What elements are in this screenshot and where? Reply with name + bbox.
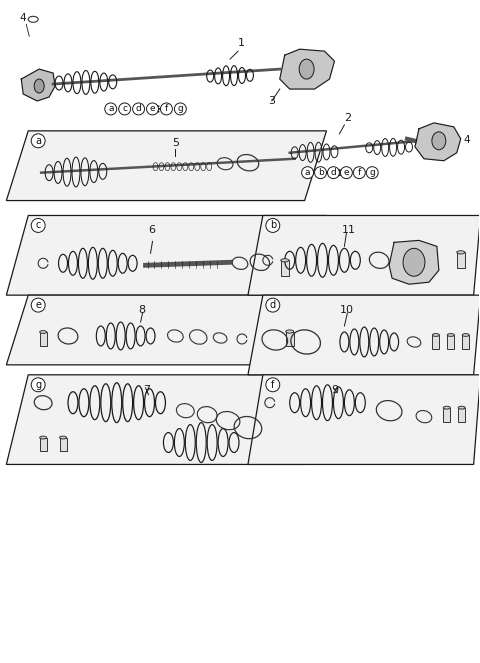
Ellipse shape (299, 59, 314, 79)
Circle shape (132, 103, 144, 115)
Bar (60, 438, 67, 452)
Text: 11: 11 (341, 225, 355, 235)
Text: g: g (35, 380, 41, 390)
Ellipse shape (34, 79, 44, 93)
Polygon shape (6, 375, 326, 465)
Text: f: f (358, 168, 361, 177)
Circle shape (105, 103, 117, 115)
Bar (40, 332, 47, 346)
Text: e: e (35, 300, 41, 310)
Polygon shape (6, 295, 326, 365)
Bar (40, 438, 47, 452)
Text: 2: 2 (344, 113, 351, 123)
Polygon shape (248, 215, 480, 295)
Circle shape (119, 103, 131, 115)
Ellipse shape (281, 259, 288, 262)
Polygon shape (6, 215, 326, 295)
Circle shape (314, 166, 326, 178)
Circle shape (160, 103, 172, 115)
Text: e: e (344, 168, 349, 177)
Bar (281, 261, 288, 276)
Ellipse shape (40, 331, 47, 333)
Polygon shape (6, 131, 326, 200)
Bar (447, 335, 454, 349)
Circle shape (340, 166, 352, 178)
Circle shape (31, 378, 45, 392)
Text: f: f (165, 105, 168, 113)
Text: g: g (369, 168, 375, 177)
Text: 6: 6 (148, 225, 156, 235)
Polygon shape (21, 69, 55, 101)
Text: 8: 8 (139, 305, 146, 315)
Circle shape (327, 166, 339, 178)
Polygon shape (415, 123, 461, 160)
Ellipse shape (444, 406, 450, 409)
Circle shape (31, 134, 45, 148)
Text: 9: 9 (332, 385, 338, 394)
Bar (444, 408, 450, 422)
Text: g: g (178, 105, 183, 113)
Circle shape (366, 166, 378, 178)
Ellipse shape (447, 333, 454, 336)
Ellipse shape (60, 436, 67, 439)
Circle shape (31, 298, 45, 312)
Text: e: e (150, 105, 156, 113)
Text: c: c (122, 105, 127, 113)
Ellipse shape (432, 132, 446, 150)
Text: a: a (108, 105, 113, 113)
Text: 3: 3 (268, 96, 275, 106)
Text: d: d (270, 300, 276, 310)
Polygon shape (248, 295, 480, 375)
Bar (286, 332, 294, 347)
Bar (432, 335, 439, 349)
Ellipse shape (432, 333, 439, 336)
Text: 10: 10 (339, 305, 353, 315)
Circle shape (301, 166, 313, 178)
Text: d: d (136, 105, 142, 113)
Circle shape (174, 103, 186, 115)
Circle shape (31, 219, 45, 233)
Text: c: c (36, 220, 41, 231)
Circle shape (146, 103, 158, 115)
Ellipse shape (462, 333, 469, 336)
Text: d: d (331, 168, 336, 177)
Text: b: b (270, 220, 276, 231)
Text: 1: 1 (238, 38, 245, 48)
Text: 7: 7 (144, 385, 151, 394)
Text: 5: 5 (172, 138, 180, 148)
Text: b: b (318, 168, 324, 177)
Polygon shape (280, 49, 335, 89)
Polygon shape (248, 375, 480, 465)
Polygon shape (389, 241, 439, 284)
Text: a: a (35, 136, 41, 146)
Bar (457, 253, 465, 269)
Circle shape (266, 219, 280, 233)
Text: a: a (305, 168, 311, 177)
Ellipse shape (403, 249, 425, 276)
Circle shape (266, 378, 280, 392)
Circle shape (353, 166, 365, 178)
Ellipse shape (458, 406, 465, 409)
Ellipse shape (40, 436, 47, 439)
Ellipse shape (457, 251, 465, 254)
Ellipse shape (286, 330, 294, 333)
Bar (458, 408, 465, 422)
Text: f: f (271, 380, 275, 390)
Circle shape (266, 298, 280, 312)
Text: 4: 4 (464, 135, 470, 145)
Text: 4: 4 (19, 13, 26, 23)
Bar (462, 335, 469, 349)
